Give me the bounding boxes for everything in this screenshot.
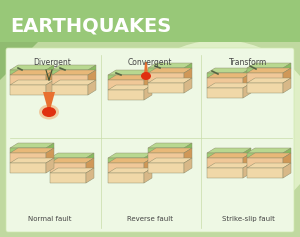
Polygon shape xyxy=(10,75,46,85)
Polygon shape xyxy=(46,158,54,173)
Polygon shape xyxy=(247,83,283,93)
Polygon shape xyxy=(207,158,243,168)
Polygon shape xyxy=(10,143,54,148)
Polygon shape xyxy=(247,168,283,178)
Polygon shape xyxy=(50,158,94,163)
Polygon shape xyxy=(50,173,86,183)
Polygon shape xyxy=(247,163,291,168)
Polygon shape xyxy=(247,153,283,158)
Polygon shape xyxy=(10,148,54,153)
Text: Transform: Transform xyxy=(229,58,267,67)
Polygon shape xyxy=(50,163,86,173)
Polygon shape xyxy=(207,88,243,98)
Polygon shape xyxy=(108,158,144,163)
Polygon shape xyxy=(184,78,192,93)
Polygon shape xyxy=(108,85,152,90)
Polygon shape xyxy=(46,70,54,85)
Polygon shape xyxy=(108,75,144,80)
Polygon shape xyxy=(144,75,152,90)
Polygon shape xyxy=(148,148,184,153)
Polygon shape xyxy=(144,70,152,80)
Polygon shape xyxy=(108,158,152,163)
Polygon shape xyxy=(207,83,251,88)
Polygon shape xyxy=(88,65,96,75)
Polygon shape xyxy=(207,73,243,78)
Polygon shape xyxy=(283,78,291,93)
Polygon shape xyxy=(184,143,192,153)
Polygon shape xyxy=(184,148,192,163)
Polygon shape xyxy=(50,153,94,158)
Polygon shape xyxy=(184,68,192,83)
Polygon shape xyxy=(247,68,283,73)
Polygon shape xyxy=(86,168,94,183)
Text: Convergent: Convergent xyxy=(128,58,172,67)
Polygon shape xyxy=(207,153,251,158)
Polygon shape xyxy=(283,153,291,168)
Polygon shape xyxy=(247,158,283,168)
Polygon shape xyxy=(10,158,54,163)
Polygon shape xyxy=(207,78,243,88)
Polygon shape xyxy=(108,80,144,90)
Polygon shape xyxy=(43,92,55,110)
Polygon shape xyxy=(243,153,251,168)
Polygon shape xyxy=(247,148,291,153)
Polygon shape xyxy=(88,80,96,95)
Polygon shape xyxy=(207,68,251,73)
Polygon shape xyxy=(247,78,291,83)
Text: EARTHQUAKES: EARTHQUAKES xyxy=(10,17,171,36)
Polygon shape xyxy=(148,68,184,73)
Polygon shape xyxy=(283,163,291,178)
Polygon shape xyxy=(144,85,152,100)
Polygon shape xyxy=(207,163,251,168)
Polygon shape xyxy=(52,65,96,70)
Polygon shape xyxy=(10,65,54,70)
Polygon shape xyxy=(247,63,291,68)
Polygon shape xyxy=(148,63,192,68)
Polygon shape xyxy=(148,73,184,83)
Polygon shape xyxy=(86,158,94,173)
Polygon shape xyxy=(10,163,46,173)
Polygon shape xyxy=(283,148,291,158)
Polygon shape xyxy=(10,70,54,75)
Polygon shape xyxy=(247,153,291,158)
Polygon shape xyxy=(108,163,144,173)
Text: Reverse fault: Reverse fault xyxy=(127,216,173,222)
Polygon shape xyxy=(52,70,88,75)
Polygon shape xyxy=(144,62,148,75)
Polygon shape xyxy=(46,65,54,75)
Polygon shape xyxy=(243,83,251,98)
Ellipse shape xyxy=(39,105,59,119)
Polygon shape xyxy=(52,85,88,95)
Polygon shape xyxy=(207,73,251,78)
Polygon shape xyxy=(207,148,251,153)
Polygon shape xyxy=(10,85,46,95)
Polygon shape xyxy=(52,80,96,85)
Text: Strike-slip fault: Strike-slip fault xyxy=(222,216,274,222)
Polygon shape xyxy=(243,148,251,158)
Polygon shape xyxy=(243,68,251,78)
FancyBboxPatch shape xyxy=(6,48,294,232)
Polygon shape xyxy=(108,90,144,100)
Polygon shape xyxy=(108,168,152,173)
Polygon shape xyxy=(247,73,283,83)
Polygon shape xyxy=(0,0,80,80)
Polygon shape xyxy=(184,158,192,173)
Polygon shape xyxy=(148,163,184,173)
Polygon shape xyxy=(148,148,192,153)
Polygon shape xyxy=(46,143,54,153)
Polygon shape xyxy=(243,163,251,178)
Polygon shape xyxy=(144,153,152,163)
Polygon shape xyxy=(283,63,291,73)
Polygon shape xyxy=(243,73,251,88)
Polygon shape xyxy=(184,63,192,73)
Polygon shape xyxy=(10,153,46,163)
Polygon shape xyxy=(108,70,152,75)
Polygon shape xyxy=(144,158,152,173)
Ellipse shape xyxy=(42,107,56,117)
Ellipse shape xyxy=(141,72,151,80)
FancyBboxPatch shape xyxy=(0,0,300,42)
Polygon shape xyxy=(108,153,152,158)
Polygon shape xyxy=(148,83,184,93)
Ellipse shape xyxy=(120,40,300,220)
